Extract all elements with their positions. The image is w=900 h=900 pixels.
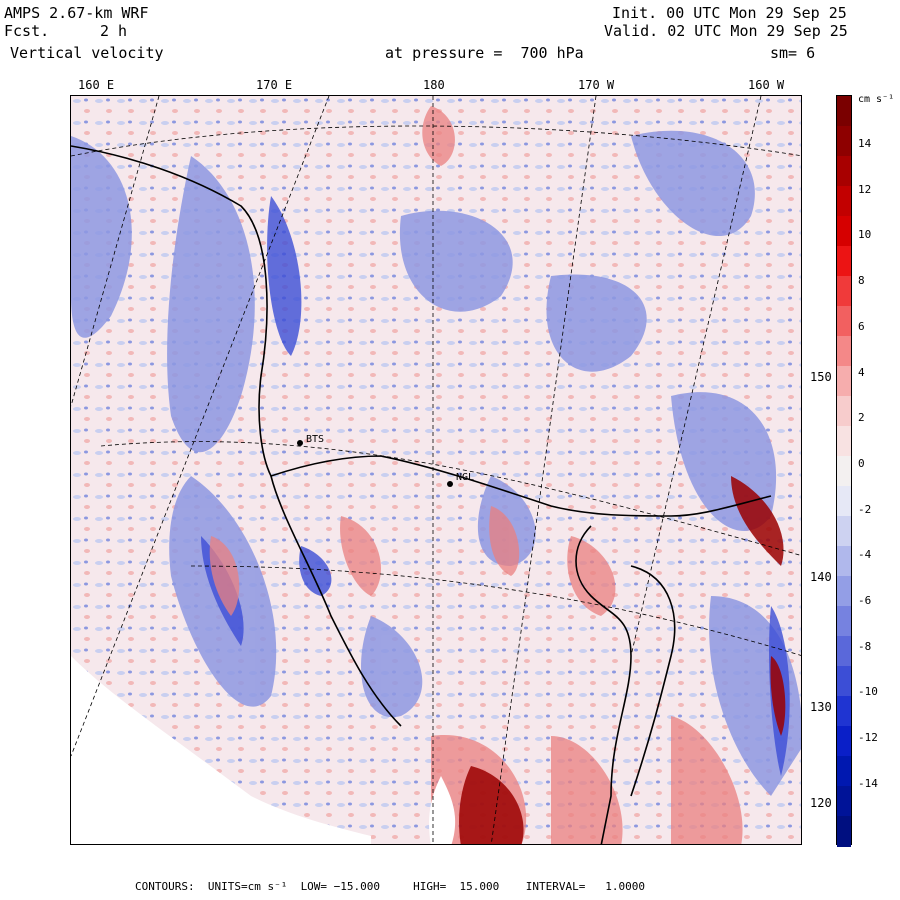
colorbar-tick-label: -4 — [858, 548, 872, 562]
colorbar-tick-label: -2 — [858, 502, 872, 516]
colorbar-swatch — [837, 366, 851, 397]
colorbar-swatch — [837, 396, 851, 427]
colorbar-tick-label: 12 — [858, 182, 872, 196]
colorbar-tick-label: 14 — [858, 137, 872, 150]
station-label: NGL — [456, 472, 475, 483]
colorbar-swatch — [837, 576, 851, 607]
graticule-lines — [71, 96, 801, 844]
contour-info: CONTOURS: UNITS=cm s⁻¹ LOW= −15.000 HIGH… — [135, 880, 645, 893]
colorbar-tick-label: -6 — [858, 594, 872, 607]
init-time: Init. 00 UTC Mon 29 Sep 25 — [612, 4, 847, 22]
station-label: BTS — [306, 434, 325, 445]
field-name: Vertical velocity — [10, 44, 164, 62]
colorbar-tick-label: 10 — [858, 228, 872, 242]
colorbar-swatch — [837, 126, 851, 157]
colorbar-tick-label: -14 — [858, 776, 878, 790]
colorbar-swatch — [837, 486, 851, 517]
colorbar-swatch — [837, 216, 851, 247]
strong-positive-regions — [459, 476, 786, 844]
model-title: AMPS 2.67-km WRF — [4, 4, 149, 22]
colorbar-swatch — [837, 756, 851, 787]
colorbar-swatch — [837, 456, 851, 487]
colorbar-swatch — [837, 546, 851, 577]
negative-velocity-regions — [71, 130, 801, 796]
colorbar-swatch — [837, 726, 851, 757]
colorbar-swatch — [837, 636, 851, 667]
colorbar-swatch — [837, 666, 851, 697]
no-data-region-2 — [429, 776, 456, 844]
station-marker — [447, 481, 453, 487]
colorbar-swatch — [837, 156, 851, 187]
colorbar-swatch — [837, 276, 851, 307]
station-marker — [297, 440, 303, 446]
forecast-value: 2 h — [100, 22, 128, 40]
colorbar-swatch — [837, 246, 851, 277]
pressure-level: at pressure = 700 hPa — [385, 44, 584, 62]
colorbar-swatch — [837, 336, 851, 367]
colorbar-swatch — [837, 516, 851, 547]
lon-label-180: 180 — [423, 78, 445, 92]
lon-label-160e: 160 E — [78, 78, 115, 92]
colorbar-tick-label: 8 — [858, 274, 865, 288]
colorbar-swatch — [837, 426, 851, 457]
vertical-velocity-map — [70, 95, 802, 845]
forecast-label: Fcst. — [4, 22, 50, 40]
no-data-region — [71, 656, 371, 844]
colorbar-tick-label: 4 — [858, 365, 865, 379]
colorbar-tick-label: -10 — [858, 685, 878, 699]
lon-label-160w: 160 W — [748, 78, 785, 92]
colorbar-tick-label: 0 — [858, 456, 865, 470]
valid-time: Valid. 02 UTC Mon 29 Sep 25 — [604, 22, 848, 40]
colorbar-tick-label: -12 — [858, 731, 878, 745]
smoothing-label: sm= 6 — [770, 44, 816, 62]
colorbar-swatch — [837, 96, 851, 127]
colorbar-units: cm s⁻¹ — [858, 94, 895, 105]
colorbar-swatch — [837, 606, 851, 637]
colorbar-swatch — [837, 816, 851, 847]
map-canvas — [71, 96, 801, 844]
colorbar — [836, 95, 852, 847]
colorbar-tick-label: 2 — [858, 411, 865, 425]
colorbar-swatch — [837, 306, 851, 337]
colorbar-tick-label: -8 — [858, 639, 872, 653]
colorbar-swatch — [837, 186, 851, 217]
lon-label-170e: 170 E — [256, 78, 293, 92]
colorbar-tick-label: 6 — [858, 319, 865, 333]
lon-label-170w: 170 W — [578, 78, 615, 92]
coastline — [71, 145, 772, 844]
colorbar-swatch — [837, 786, 851, 817]
colorbar-swatch — [837, 696, 851, 727]
